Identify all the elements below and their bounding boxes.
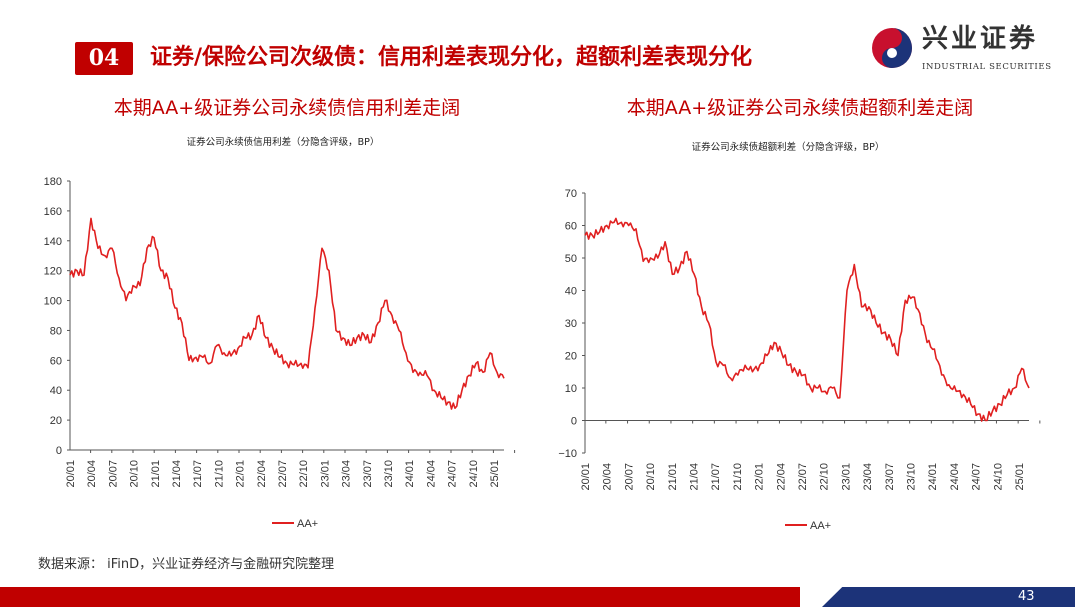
x-tick-label: 22/01 <box>754 463 766 491</box>
y-tick-label: 30 <box>565 318 577 330</box>
y-tick-label: 80 <box>50 325 62 337</box>
y-tick-label: 10 <box>565 383 577 395</box>
chart-1: 0 20 40 60 80 100 120 140 160 180 20/01 20/04 20/07 2… <box>44 176 516 530</box>
legend-label: AA+ <box>297 518 318 530</box>
x-tick-label: 23/10 <box>906 463 918 491</box>
x-tick-label: 20/01 <box>65 460 77 488</box>
y-tick-label: 180 <box>44 176 62 188</box>
chart-2: −10 0 10 20 30 40 50 60 70 20/01 20/04 20/07 20/10 21… <box>558 188 1041 532</box>
x-tick-label: 21/04 <box>689 463 701 491</box>
y-tick-label: 0 <box>56 445 62 457</box>
x-tick-label: 20/10 <box>129 460 141 488</box>
company-logo: 兴业证券 INDUSTRIAL SECURITIES <box>870 24 1075 76</box>
x-tick-label: 21/04 <box>171 460 183 488</box>
x-tick-label: 21/07 <box>192 460 204 488</box>
x-tick-label: 21/01 <box>667 463 679 491</box>
x-tick-label: 24/04 <box>425 460 437 488</box>
y-tick-label: 20 <box>50 415 62 427</box>
chart-1-title: 本期AA+级证券公司永续债信用利差走阔 <box>113 97 461 119</box>
y-tick-label: 100 <box>44 296 62 308</box>
y-tick-label: −10 <box>558 448 577 460</box>
x-tick-label: 22/10 <box>819 463 831 491</box>
x-tick-label: 23/07 <box>884 463 896 491</box>
y-tick-label: 40 <box>565 286 577 298</box>
x-tick-label: 23/04 <box>862 463 874 491</box>
x-tick-label: 21/10 <box>213 460 225 488</box>
x-tick-label: 24/04 <box>949 463 961 491</box>
x-tick-label: 23/04 <box>341 460 353 488</box>
chart-2-title: 本期AA+级证券公司永续债超额利差走阔 <box>626 97 974 119</box>
x-tick-label: 20/04 <box>86 460 98 488</box>
x-tick-label: 25/01 <box>489 460 501 488</box>
y-tick-label: 70 <box>565 188 577 200</box>
y-tick-label: 140 <box>44 236 62 248</box>
x-tick-label: 21/07 <box>710 463 722 491</box>
x-tick-label: 20/10 <box>645 463 657 491</box>
logo-text-en: INDUSTRIAL SECURITIES <box>922 62 1052 72</box>
y-tick-label: 50 <box>565 253 577 265</box>
x-tick-label: 23/01 <box>319 460 331 488</box>
legend-label: AA+ <box>810 520 831 532</box>
x-tick-label: 24/01 <box>927 463 939 491</box>
page-title: 证券/保险公司次级债：信用利差表现分化，超额利差表现分化 <box>150 45 753 70</box>
y-tick-label: 0 <box>571 416 577 428</box>
x-tick-label: 23/10 <box>383 460 395 488</box>
x-tick-label: 24/10 <box>468 460 480 488</box>
series-line-AAplus <box>584 217 1030 422</box>
x-tick-label: 20/04 <box>602 463 614 491</box>
page-number: 43 <box>1018 589 1035 604</box>
y-tick-label: 120 <box>44 266 62 278</box>
x-tick-label: 20/07 <box>107 460 119 488</box>
y-tick-label: 40 <box>50 385 62 397</box>
y-tick-label: 60 <box>565 221 577 233</box>
x-tick-label: 24/07 <box>447 460 459 488</box>
x-tick-label: 24/10 <box>992 463 1004 491</box>
y-tick-label: 60 <box>50 355 62 367</box>
section-number-badge: 04 <box>75 42 133 75</box>
x-tick-label: 22/07 <box>797 463 809 491</box>
footer-bar-blue <box>822 587 1075 607</box>
chart-2-subtitle: 证券公司永续债超额利差（分隐含评级，BP） <box>691 142 885 153</box>
x-tick-label: 21/10 <box>732 463 744 491</box>
y-tick-label: 160 <box>44 206 62 218</box>
y-tick-label: 20 <box>565 351 577 363</box>
x-tick-label: 24/01 <box>404 460 416 488</box>
x-tick-label: 23/01 <box>840 463 852 491</box>
x-tick-label: 24/07 <box>971 463 983 491</box>
x-tick-label: 25/01 <box>1014 463 1026 491</box>
chart-1-subtitle: 证券公司永续债信用利差（分隐含评级，BP） <box>186 137 380 148</box>
footer-bar-red <box>0 587 830 607</box>
x-tick-label: 22/04 <box>775 463 787 491</box>
x-tick-label: 22/04 <box>256 460 268 488</box>
series-line-AAplus <box>69 217 505 410</box>
logo-text-cn: 兴业证券 <box>922 24 1039 54</box>
x-tick-label: 23/07 <box>362 460 374 488</box>
data-source-note: 数据来源： iFinD，兴业证券经济与金融研究院整理 <box>38 557 335 572</box>
x-tick-label: 22/10 <box>298 460 310 488</box>
x-tick-label: 21/01 <box>150 460 162 488</box>
x-tick-label: 20/07 <box>623 463 635 491</box>
x-tick-label: 22/01 <box>235 460 247 488</box>
x-tick-label: 20/01 <box>580 463 592 491</box>
logo-swirl-icon <box>872 28 912 68</box>
x-tick-label: 22/07 <box>277 460 289 488</box>
